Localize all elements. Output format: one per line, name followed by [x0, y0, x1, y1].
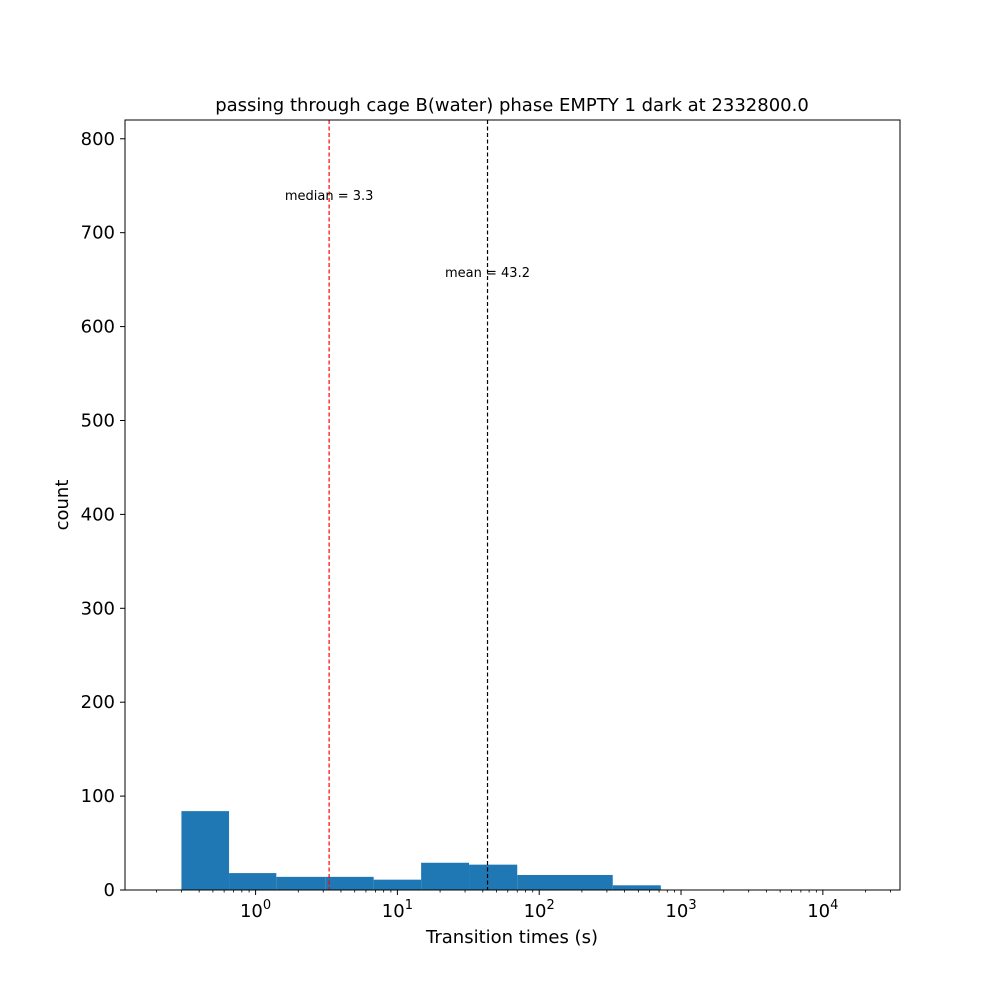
histogram-bar-1: [229, 873, 277, 890]
histogram-bar-8: [565, 874, 613, 890]
x-tick-label-1: 101: [382, 898, 413, 922]
y-tick-label-4: 400: [81, 504, 115, 525]
x-axis-label: Transition times (s): [425, 927, 598, 948]
x-tick-label-3: 103: [665, 898, 696, 922]
histogram-bar-9: [612, 885, 661, 890]
x-tick-label-2: 102: [524, 898, 555, 922]
histogram-bar-3: [325, 876, 374, 890]
bars-layer: [181, 811, 661, 890]
y-axis-label: count: [52, 480, 73, 531]
y-tick-label-7: 700: [81, 223, 115, 244]
histogram-bar-7: [517, 874, 566, 890]
y-tick-label-3: 300: [81, 598, 115, 619]
histogram-bar-4: [373, 879, 422, 890]
y-tick-label-8: 800: [81, 129, 115, 150]
plot-frame: [124, 119, 901, 891]
y-tick-label-0: 0: [104, 880, 115, 901]
y-tick-label-1: 100: [81, 786, 115, 807]
y-tick-label-2: 200: [81, 692, 115, 713]
y-axis-ticks: 0 100 200 300 400 500 600 700 800: [81, 129, 125, 901]
histogram-bar-5: [421, 862, 470, 890]
x-tick-label-4: 104: [807, 898, 838, 922]
reference-lines-layer: median = 3.3 mean = 43.2: [285, 120, 530, 890]
y-tick-label-5: 500: [81, 410, 115, 431]
x-axis-ticks: 100 101 102 103 104: [156, 890, 891, 922]
mean-annotation: mean = 43.2: [445, 266, 530, 281]
y-tick-label-6: 600: [81, 317, 115, 338]
x-tick-label-0: 100: [240, 898, 271, 922]
histogram-bar-6: [469, 864, 518, 890]
chart-title: passing through cage B(water) phase EMPT…: [215, 95, 809, 116]
histogram-bar-2: [276, 876, 326, 890]
median-annotation: median = 3.3: [285, 189, 374, 204]
histogram-bar-0: [181, 811, 230, 890]
